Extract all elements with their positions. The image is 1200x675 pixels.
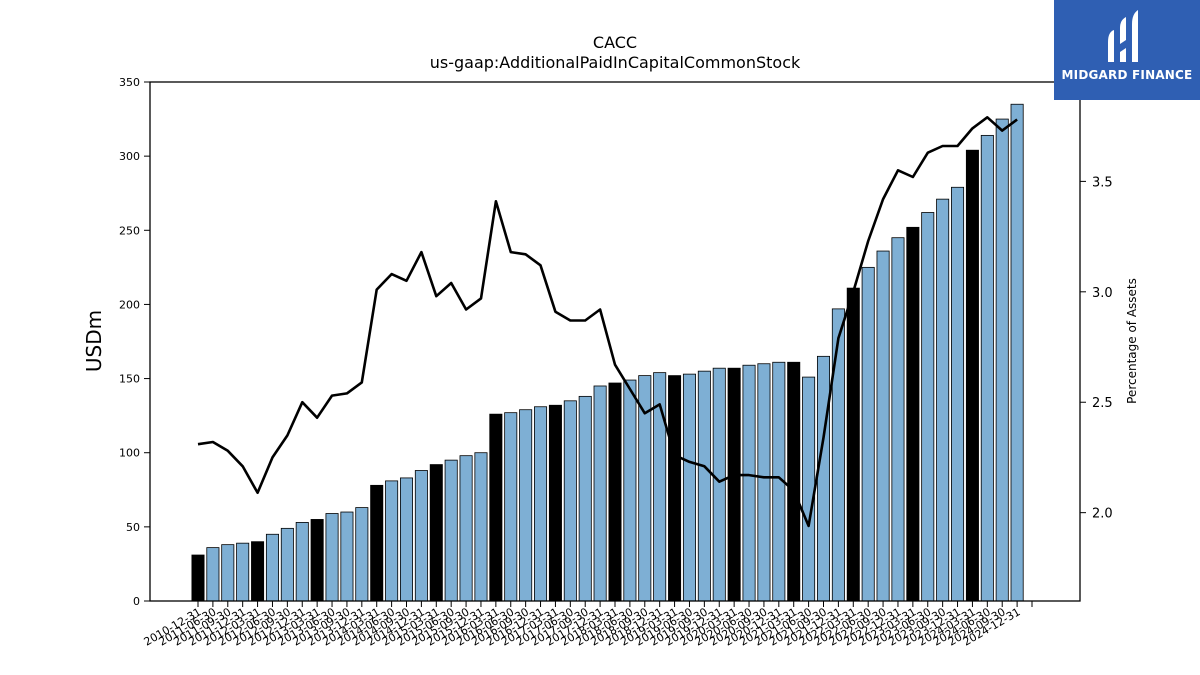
bar-2018-03-31 [623, 379, 637, 602]
y-axis-label: USDm [82, 310, 106, 372]
bar-2023-09-30 [951, 186, 965, 602]
bar-2022-06-30 [876, 250, 890, 602]
bar-2017-06-30 [578, 395, 592, 602]
bar-2024-03-31 [980, 134, 994, 602]
bar-2013-09-30 [355, 507, 369, 602]
x-axis: 2010-12-312011-06-302011-09-302011-12-31… [142, 601, 1033, 649]
bar-2019-12-31 [727, 367, 741, 602]
y2-tick-label: 3.0 [1092, 286, 1113, 301]
y2-axis: 2.0 2.5 3.0 3.5 [1080, 175, 1113, 522]
bar-2014-06-30 [399, 477, 414, 602]
bar-2013-06-30 [340, 511, 354, 602]
bar-2017-12-31 [608, 382, 622, 602]
line-series [197, 116, 1018, 528]
y-tick-label: 300 [119, 150, 140, 163]
bar-2020-03-31 [742, 364, 756, 602]
y-tick-label: 150 [119, 373, 140, 386]
chart-title: CACC [593, 33, 637, 52]
midgard-logo-icon [1108, 10, 1138, 62]
bar-2011-12-31 [251, 541, 265, 602]
bar-2014-09-30 [414, 470, 428, 602]
bar-2018-12-31 [668, 375, 682, 602]
bar-2021-06-30 [816, 355, 831, 602]
y-tick-label: 0 [133, 595, 140, 608]
bar-2019-09-30 [712, 367, 726, 602]
bar-2013-03-31 [325, 513, 339, 602]
y-tick-label: 250 [119, 224, 140, 237]
y-tick-label: 350 [119, 76, 140, 89]
y2-tick-label: 2.0 [1092, 507, 1113, 522]
bar-2022-09-30 [891, 237, 905, 602]
brand-name: MIDGARD FINANCE [1061, 68, 1193, 82]
bar-2011-09-30 [236, 542, 250, 602]
percentage-line [197, 116, 1018, 528]
bar-2016-09-30 [534, 406, 548, 602]
y-tick-label: 50 [126, 521, 140, 534]
bar-2012-06-30 [280, 527, 294, 602]
bar-2016-06-30 [519, 409, 533, 602]
plot-frame [149, 81, 1081, 602]
bar-2011-03-31 [206, 547, 220, 602]
bar-2014-12-31 [429, 464, 443, 602]
bar-2013-12-31 [370, 484, 384, 602]
bar-2023-06-30 [936, 198, 950, 602]
bar-2017-03-31 [563, 400, 577, 602]
bar-2024-06-30 [995, 118, 1009, 602]
bar-2014-03-31 [385, 480, 399, 602]
bar-2021-03-31 [802, 376, 816, 602]
bar-2012-03-31 [265, 533, 279, 602]
bar-2017-09-30 [593, 385, 607, 602]
bar-2022-12-31 [906, 226, 920, 602]
bar-series [191, 103, 1024, 602]
bar-2015-03-31 [444, 459, 458, 602]
bar-2022-03-31 [861, 266, 875, 602]
bar-2020-12-31 [787, 361, 801, 602]
bar-2019-03-31 [682, 373, 696, 602]
bar-2015-09-30 [474, 452, 488, 602]
y-tick-label: 100 [119, 447, 140, 460]
y2-tick-label: 3.5 [1092, 175, 1113, 190]
bar-2011-06-30 [221, 544, 235, 602]
bar-2016-12-31 [548, 404, 562, 602]
y-axis: 0 50 100 150 200 250 300 350 [119, 76, 150, 608]
bar-2024-09-30 [1010, 103, 1024, 602]
brand-logo: MIDGARD FINANCE [1054, 0, 1200, 100]
bar-2019-06-30 [697, 370, 711, 602]
bar-2015-12-31 [489, 413, 503, 602]
y-tick-label: 200 [119, 298, 140, 311]
bar-2020-06-30 [757, 363, 771, 602]
bar-2012-09-30 [295, 522, 309, 602]
bar-2021-12-31 [846, 287, 860, 602]
y2-tick-label: 2.5 [1092, 396, 1113, 411]
bar-2023-03-31 [921, 212, 935, 602]
bar-2015-06-30 [459, 455, 473, 602]
bar-2012-12-31 [310, 519, 324, 602]
bar-2021-09-30 [831, 308, 845, 602]
y2-axis-label: Percentage of Assets [1125, 278, 1139, 404]
bar-2023-12-31 [965, 149, 979, 602]
bar-2016-03-31 [504, 412, 518, 602]
chart-subtitle: us-gaap:AdditionalPaidInCapitalCommonSto… [430, 53, 801, 72]
bar-2010-12-31 [191, 554, 205, 602]
